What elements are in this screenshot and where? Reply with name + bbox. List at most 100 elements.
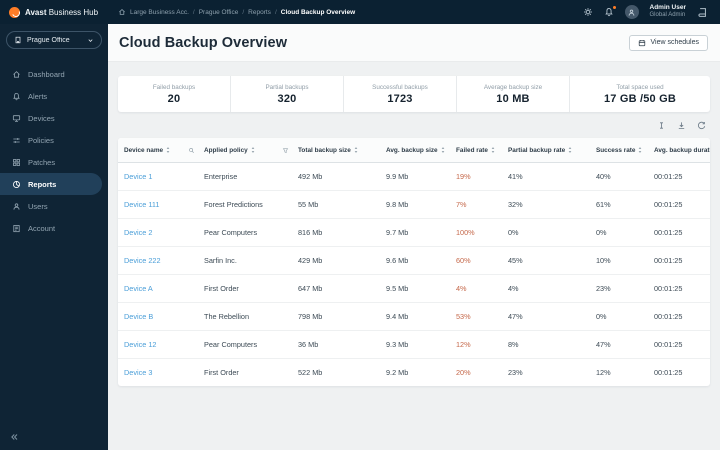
success-rate-cell: 40% — [590, 162, 648, 191]
sidebar-item-label: Account — [28, 223, 56, 233]
device-link[interactable]: Device B — [124, 312, 154, 321]
stat-total-space-used: Total space used 17 GB /50 GB — [569, 76, 710, 112]
table-row: Device 2 Pear Computers 816 Mb 9.7 Mb 10… — [118, 218, 710, 247]
partial-rate-cell: 41% — [502, 162, 590, 191]
sort-icon[interactable] — [567, 146, 573, 154]
total-size-cell: 647 Mb — [292, 274, 380, 303]
duration-cell: 00:01:25 — [648, 330, 710, 359]
account-icon — [12, 224, 21, 233]
sidebar-item-label: Devices — [28, 113, 55, 123]
settings-gear-icon[interactable] — [583, 7, 593, 17]
sidebar-item-label: Alerts — [28, 91, 48, 101]
sidebar-item-policies[interactable]: Policies — [0, 129, 108, 151]
column-header-failed-rate: Failed rate — [450, 138, 502, 163]
total-size-cell: 522 Mb — [298, 368, 323, 377]
partial-rate-cell: 4% — [502, 274, 590, 303]
duration-cell: 00:01:25 — [648, 246, 710, 275]
backup-table-card: Device name Applied policy Tota — [118, 138, 710, 386]
policies-icon — [12, 136, 21, 145]
main-content: Cloud Backup Overview View schedules Fai… — [108, 24, 720, 450]
sidebar-item-reports[interactable]: Reports — [0, 173, 102, 195]
device-link[interactable]: Device A — [124, 284, 153, 293]
breadcrumb-item[interactable]: Large Business Acc. — [130, 8, 189, 16]
sidebar-item-label: Patches — [28, 157, 56, 167]
chevron-down-icon — [87, 37, 94, 44]
user-name: Admin User — [649, 4, 686, 12]
policy-cell: Enterprise — [198, 162, 292, 191]
table-row: Device 111 Forest Predictions 55 Mb 9.8 … — [118, 190, 710, 219]
column-header-avg-backup-size: Avg. backup size — [380, 138, 450, 163]
sidebar-item-account[interactable]: Account — [0, 217, 108, 239]
stat-value: 20 — [167, 92, 181, 105]
column-header-applied-policy: Applied policy — [198, 138, 292, 163]
avg-size-cell: 9.2 Mb — [386, 368, 409, 377]
avatar[interactable] — [624, 5, 639, 19]
stat-label: Total space used — [616, 83, 664, 91]
sort-icon[interactable] — [637, 146, 643, 154]
partial-rate-cell: 0% — [502, 218, 590, 247]
partial-rate-cell: 45% — [502, 246, 590, 275]
users-icon — [12, 202, 21, 211]
sort-icon[interactable] — [353, 146, 359, 154]
sidebar-nav: Dashboard Alerts Devices Policies Patche… — [0, 63, 108, 239]
search-icon[interactable] — [188, 147, 195, 154]
breadcrumb-item[interactable]: Reports — [248, 8, 271, 16]
book-icon[interactable] — [697, 7, 708, 18]
failed-rate-cell: 60% — [450, 246, 502, 275]
sidebar-item-devices[interactable]: Devices — [0, 107, 108, 129]
sort-icon[interactable] — [490, 146, 496, 154]
filter-icon[interactable] — [282, 147, 289, 154]
table-header-row: Device name Applied policy Tota — [118, 138, 710, 163]
refresh-icon[interactable] — [697, 121, 706, 130]
org-selector-label: Prague Office — [27, 36, 70, 44]
device-link[interactable]: Device 1 — [124, 172, 153, 181]
breadcrumb-separator: / — [274, 8, 277, 16]
org-selector-dropdown[interactable]: Prague Office — [6, 31, 102, 49]
sidebar-item-label: Policies — [28, 135, 54, 145]
notification-badge — [611, 5, 617, 10]
stat-label: Successful backups — [372, 83, 428, 91]
download-icon[interactable] — [677, 121, 686, 130]
failed-rate-cell: 100% — [450, 218, 502, 247]
sidebar-item-patches[interactable]: Patches — [0, 151, 108, 173]
sidebar-item-users[interactable]: Users — [0, 195, 108, 217]
success-rate-cell: 10% — [590, 246, 648, 275]
success-rate-cell: 12% — [596, 368, 611, 377]
device-link[interactable]: Device 12 — [124, 340, 157, 349]
sidebar-item-dashboard[interactable]: Dashboard — [0, 63, 108, 85]
column-settings-icon[interactable] — [657, 121, 666, 130]
sidebar-item-label: Users — [28, 201, 48, 211]
table-row: Device A First Order 647 Mb 9.5 Mb 4% 4%… — [118, 274, 710, 303]
view-schedules-button[interactable]: View schedules — [629, 34, 708, 51]
device-link[interactable]: Device 111 — [124, 200, 160, 209]
devices-icon — [12, 114, 21, 123]
table-row: Device 222 Sarfin Inc. 429 Mb 9.6 Mb 60%… — [118, 246, 710, 275]
partial-rate-cell: 32% — [502, 190, 590, 219]
failed-rate-cell: 53% — [450, 302, 502, 331]
sort-icon[interactable] — [250, 146, 256, 154]
device-link[interactable]: Device 222 — [124, 256, 161, 265]
avg-size-cell: 9.6 Mb — [380, 246, 450, 275]
success-rate-cell: 47% — [590, 330, 648, 359]
success-rate-cell: 23% — [590, 274, 648, 303]
policy-cell: The Rebellion — [198, 302, 292, 331]
sidebar-item-alerts[interactable]: Alerts — [0, 85, 108, 107]
failed-rate-cell: 19% — [450, 162, 502, 191]
device-link[interactable]: Device 3 — [124, 368, 153, 377]
device-link[interactable]: Device 2 — [124, 228, 153, 237]
failed-rate-cell: 12% — [450, 330, 502, 359]
stat-value: 10 MB — [496, 92, 530, 105]
success-rate-cell: 0% — [590, 302, 648, 331]
stat-label: Average backup size — [483, 83, 543, 91]
duration-cell: 00:01:25 — [648, 302, 710, 331]
breadcrumb-item[interactable]: Prague Office — [198, 8, 239, 16]
notifications-bell-icon[interactable] — [604, 5, 617, 17]
success-rate-cell: 61% — [590, 190, 648, 219]
home-icon[interactable] — [118, 8, 126, 16]
table-toolbar — [108, 112, 720, 138]
sort-icon[interactable] — [440, 146, 446, 154]
collapse-sidebar-icon[interactable] — [9, 432, 19, 442]
sort-icon[interactable] — [165, 146, 171, 154]
user-info[interactable]: Admin User Global Admin — [650, 4, 686, 20]
calendar-icon — [638, 39, 646, 47]
